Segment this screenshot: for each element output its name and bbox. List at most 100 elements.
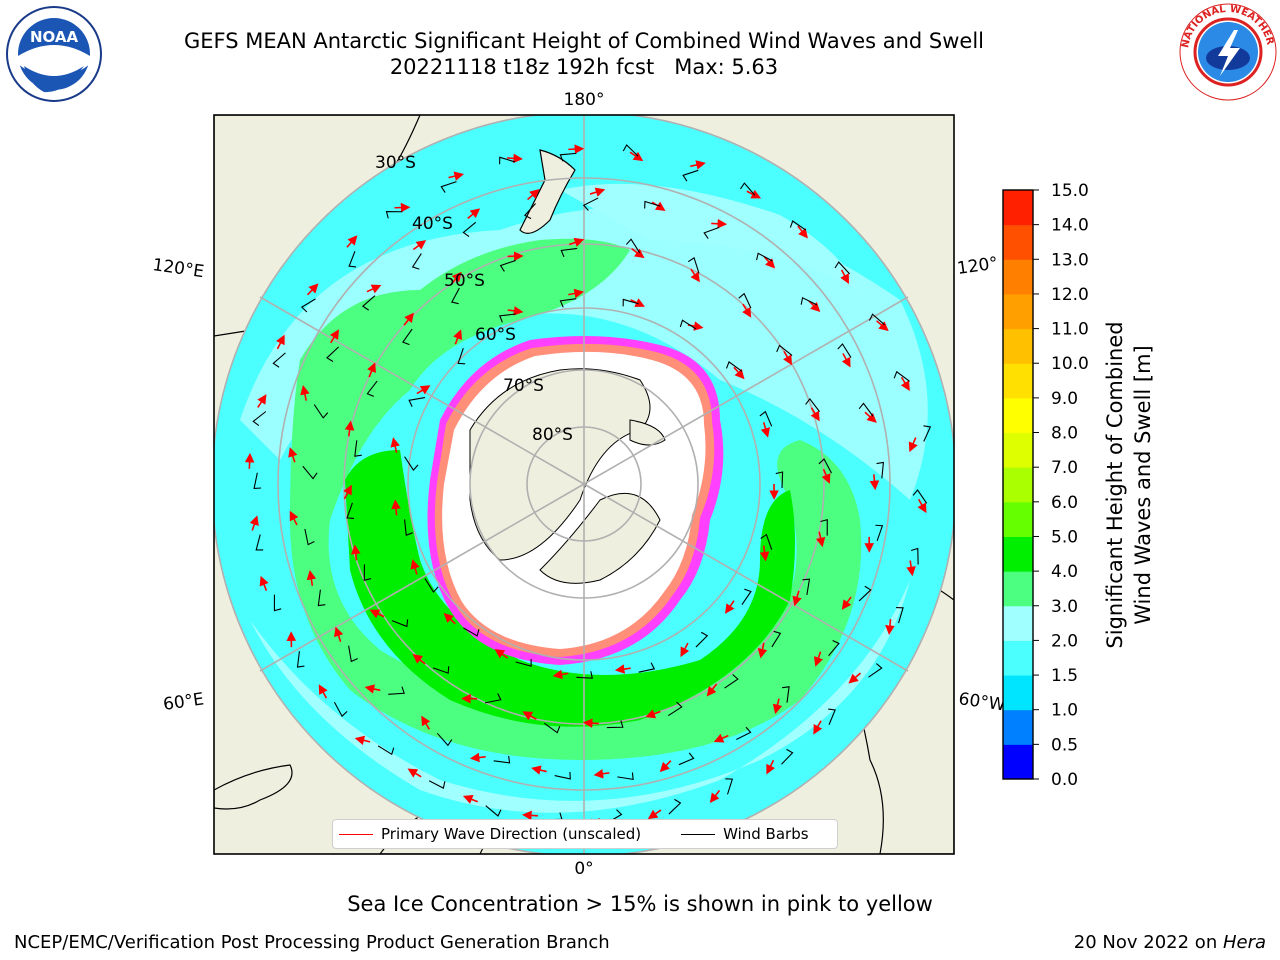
colorbar-tick-label: 4.0 [1051, 562, 1078, 582]
wind-barb [818, 458, 833, 474]
wave-direction-arrow [522, 711, 537, 721]
wind-barb [756, 252, 773, 262]
wave-direction-arrow [450, 271, 462, 285]
wind-barb [404, 519, 413, 536]
wave-direction-arrow [552, 669, 569, 680]
wind-barb [402, 328, 413, 346]
wind-barb [759, 410, 773, 427]
colorbar-segment [1003, 328, 1033, 364]
wind-barb [668, 701, 683, 717]
lon-label-180: 180° [564, 90, 605, 110]
lat-label-30s: 30°S [375, 153, 416, 173]
wind-barb [782, 686, 790, 703]
colorbar-segment [1003, 190, 1033, 226]
wind-barb [451, 287, 460, 305]
wave-direction-arrow [568, 288, 584, 299]
lat-label-60s: 60°S [475, 325, 516, 345]
wave-direction-arrow [421, 715, 431, 730]
wave-direction-arrow [864, 411, 877, 423]
colorbar-segment [1003, 224, 1033, 260]
wave-direction-arrow [522, 810, 538, 821]
wave-direction-arrow [614, 664, 631, 674]
wind-barb [858, 585, 872, 602]
wind-barb [348, 251, 357, 268]
lon-label-120w: 120° [956, 253, 999, 279]
colorbar-tick-label: 13.0 [1051, 250, 1089, 270]
wind-barb [408, 397, 425, 407]
wave-direction-arrow [815, 531, 826, 548]
footer-date-text: 20 Nov 2022 on [1073, 932, 1223, 953]
wave-direction-arrow [288, 447, 298, 463]
wind-barb [346, 502, 355, 520]
wave-direction-arrow [289, 510, 299, 526]
wave-direction-arrow [841, 353, 851, 368]
wave-direction-arrow [766, 759, 775, 775]
wind-barb [760, 533, 773, 550]
wave-direction-arrow [763, 256, 776, 269]
wind-barb [868, 663, 883, 678]
wind-barb [834, 261, 851, 275]
colorbar-segment [1003, 709, 1033, 745]
noaa-logo: NOAA [6, 6, 102, 102]
wave-direction-arrow [306, 283, 319, 296]
wind-barb [432, 666, 450, 674]
colorbar-label-line2: Wind Waves and Swell [m] [1131, 345, 1155, 625]
wind-barb [272, 352, 286, 368]
wind-barb [463, 627, 480, 637]
wind-barb [668, 798, 682, 815]
wave-direction-arrow [346, 235, 358, 248]
wind-barb [304, 528, 315, 546]
wave-direction-arrow [462, 794, 479, 804]
wind-barb [296, 651, 305, 668]
wind-barb [333, 701, 348, 718]
wind-barb [828, 640, 840, 657]
colorbar-segment [1003, 571, 1033, 607]
wind-barb [923, 425, 932, 442]
wind-barb [736, 726, 752, 741]
wind-barb [876, 461, 885, 479]
wind-barb [493, 755, 511, 764]
wind-barb [606, 720, 624, 729]
wind-barb [800, 297, 818, 306]
madagascar-coast [214, 764, 293, 810]
wave-direction-arrow [403, 312, 414, 326]
lon-label-60e: 60°E [162, 689, 205, 714]
colorbar-segment [1003, 363, 1033, 399]
wave-direction-arrow [589, 187, 606, 197]
wind-barb [622, 144, 639, 157]
wave-direction-arrow [412, 654, 426, 665]
wave-band-4m [345, 450, 795, 727]
wave-direction-arrow [416, 385, 431, 395]
wave-direction-arrow [318, 684, 328, 699]
wind-barb [388, 686, 405, 695]
colorbar-tick-label: 0.5 [1051, 735, 1078, 755]
wave-direction-arrow [709, 789, 721, 804]
wave-direction-arrow [813, 651, 824, 667]
wind-barb [326, 346, 340, 362]
wave-direction-arrow [808, 300, 821, 313]
wind-barb [858, 402, 874, 417]
colorbar-tick-label: 14.0 [1051, 216, 1089, 236]
wave-direction-arrow [876, 320, 889, 332]
wind-barb [725, 778, 734, 795]
footer-branch: NCEP/EMC/Verification Post Processing Pr… [14, 932, 610, 953]
wave-direction-arrow [369, 609, 385, 619]
wave-direction-arrow [840, 269, 849, 284]
colorbar-segment [1003, 640, 1033, 676]
wind-barb [738, 292, 752, 309]
colorbar-segment [1003, 536, 1033, 572]
wave-direction-arrow [582, 718, 599, 728]
wind-barb [837, 343, 852, 358]
chart-subtitle: 20221118 t18z 192h fcst Max: 5.63 [389, 55, 779, 79]
wind-barb [253, 472, 262, 489]
wave-direction-arrow [354, 735, 371, 746]
wind-barb [740, 182, 756, 196]
wave-direction-arrow [746, 189, 762, 199]
colorbar-tick-label: 10.0 [1051, 354, 1089, 374]
wind-barb [775, 471, 784, 489]
wind-barb [678, 752, 695, 766]
wave-direction-arrow [711, 218, 728, 229]
wave-direction-arrow [869, 474, 880, 491]
wave-direction-arrow [390, 437, 400, 453]
